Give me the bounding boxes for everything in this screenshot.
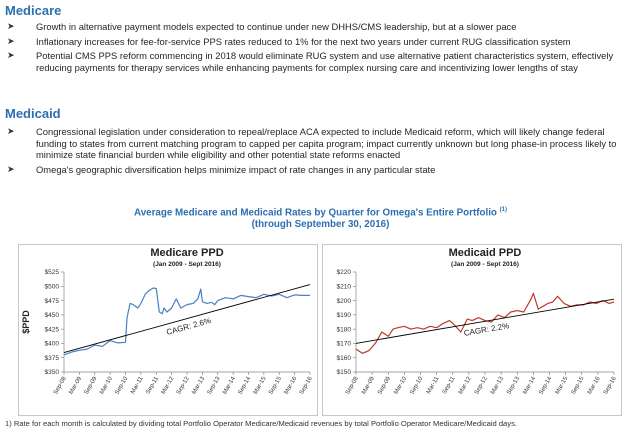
bullet-text: Congressional legislation under consider… [36, 126, 617, 161]
medicare-series-line [63, 287, 310, 356]
list-item: ➤ Congressional legislation under conside… [0, 126, 631, 161]
medicaid-ytick-label: $210 [337, 283, 352, 290]
arrow-bullet-icon: ➤ [7, 35, 15, 46]
bullet-text: Inflationary increases for fee-for-servi… [36, 35, 571, 47]
medicare-ytick-label: $475 [45, 298, 60, 305]
arrow-bullet-icon: ➤ [7, 163, 15, 174]
chart-title: Medicare PPD [150, 247, 223, 259]
medicaid-ytick-label: $180 [337, 326, 352, 333]
medicare-ytick-label: $375 [45, 355, 60, 362]
medicare-chart: Medicare PPD (Jan 2009 - Sept 2016) $350 $3… [18, 244, 318, 416]
medicaid-ytick-label: $160 [337, 355, 352, 362]
medicare-ytick-label: $400 [45, 341, 60, 348]
medicaid-chart: Medicaid PPD (Jan 2009 - Sept 2016) $150 $1… [322, 244, 622, 416]
medicare-y-axis-label: $PPD [21, 310, 31, 334]
chart-frame [322, 244, 622, 416]
chart-frame [18, 244, 318, 416]
chart-title: Medicaid PPD [449, 247, 522, 259]
medicaid-ytick-label: $150 [337, 369, 352, 376]
medicare-ytick-label: $525 [45, 269, 60, 276]
list-item: ➤ Inflationary increases for fee-for-serv… [0, 36, 631, 48]
medicare-trend-line [63, 284, 311, 354]
medicaid-ytick-label: $200 [337, 298, 352, 305]
medicaid-chart-svg: Medicaid PPD (Jan 2009 - Sept 2016) $150 $1… [322, 244, 622, 416]
list-item: ➤ Potential CMS PPS reform commencing in … [0, 50, 631, 73]
medicare-bullet-list: ➤ Growth in alternative payment models ex… [0, 21, 641, 76]
figure-subtitle: (through September 30, 2016) [251, 219, 390, 231]
figure-title-text: Average Medicare and Medicaid Rates by Q… [134, 207, 497, 219]
medicaid-ytick-label: $220 [337, 269, 352, 276]
medicaid-ytick-label: $170 [337, 341, 352, 348]
bullet-text: Potential CMS PPS reform commencing in 2… [36, 50, 614, 73]
medicaid-bullet-list: ➤ Congressional legislation under conside… [0, 126, 641, 178]
arrow-bullet-icon: ➤ [7, 21, 15, 31]
footnote-marker: (1) [499, 207, 507, 213]
medicare-ytick-label: $500 [45, 283, 60, 290]
medicaid-ytick-label: $190 [337, 312, 352, 319]
chart-subtitle: (Jan 2009 - Sept 2016) [153, 261, 221, 268]
bullet-text: Growth in alternative payment models exp… [36, 21, 517, 32]
figure-title: Average Medicare and Medicaid Rates by Q… [0, 204, 641, 231]
medicare-chart-svg: Medicare PPD (Jan 2009 - Sept 2016) $350 $3… [18, 244, 318, 416]
medicare-heading: Medicare [5, 3, 62, 18]
medicaid-trend-line [355, 298, 615, 344]
medicare-ytick-label: $350 [45, 369, 60, 376]
arrow-bullet-icon: ➤ [7, 126, 15, 136]
chart-subtitle: (Jan 2009 - Sept 2016) [451, 261, 519, 268]
footnote: 1) Rate for each month is calculated by … [5, 419, 517, 428]
medicare-ytick-label: $450 [45, 312, 60, 319]
list-item: ➤ Omega's geographic diversification help… [0, 164, 631, 176]
medicaid-series-line [355, 292, 615, 355]
list-item: ➤ Growth in alternative payment models ex… [0, 21, 631, 33]
medicaid-heading: Medicaid [5, 106, 61, 121]
arrow-bullet-icon: ➤ [7, 50, 15, 61]
medicare-ytick-label: $425 [45, 326, 60, 333]
bullet-text: Omega's geographic diversification helps… [36, 163, 436, 175]
